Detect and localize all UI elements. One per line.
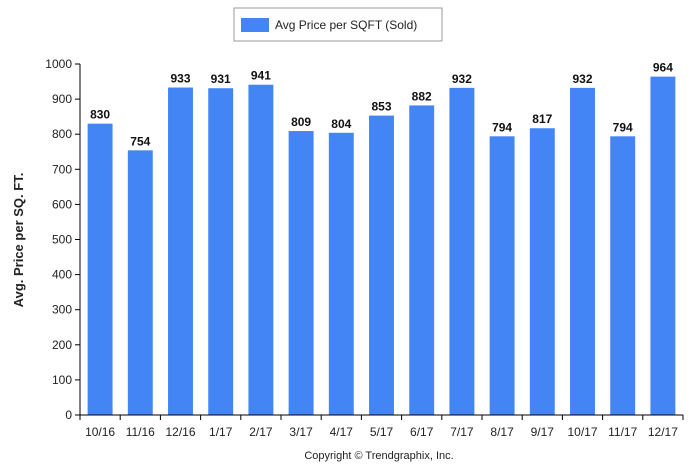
bar (449, 87, 475, 416)
x-tick-label: 10/17 (567, 425, 597, 439)
data-label: 964 (653, 61, 673, 75)
data-label: 931 (211, 72, 231, 86)
y-tick-label: 1000 (45, 57, 72, 71)
y-axis: 0 100 200 300 400 500 600 700 800 900 1000 (45, 57, 80, 422)
x-tick-label: 3/17 (289, 425, 313, 439)
x-tick-label: 6/17 (410, 425, 434, 439)
x-tick-label: 4/17 (330, 425, 354, 439)
bar (87, 123, 113, 416)
y-tick-label: 800 (52, 127, 72, 141)
bar (369, 115, 394, 416)
x-tick-label: 12/17 (648, 425, 678, 439)
x-axis: 10/16 11/16 12/16 1/17 2/17 3/17 4/17 5/17 6/17 7… (79, 415, 684, 439)
x-tick-label: 12/16 (165, 425, 195, 439)
y-tick-label: 500 (52, 233, 72, 247)
data-label: 932 (572, 72, 592, 86)
data-label: 794 (613, 120, 633, 134)
bar (127, 150, 153, 415)
y-axis-title: Avg. Price per SQ. FT. (11, 173, 26, 308)
x-tick-label: 11/16 (126, 425, 155, 439)
bar (208, 88, 234, 416)
y-tick-label: 700 (52, 162, 72, 176)
x-tick-label: 11/17 (608, 425, 637, 439)
data-label: 882 (412, 89, 432, 103)
data-label: 754 (130, 134, 150, 148)
data-label: 941 (251, 69, 271, 83)
y-tick-label: 0 (65, 408, 72, 422)
x-tick-label: 8/17 (490, 425, 514, 439)
x-tick-label: 10/16 (85, 425, 115, 439)
data-label: 830 (90, 108, 110, 122)
y-tick-label: 100 (52, 373, 72, 387)
legend-swatch (241, 18, 269, 32)
bar (570, 87, 595, 416)
data-labels: 830 754 933 931 941 809 804 853 882 932 794 817 932 7… (90, 61, 673, 149)
legend-label: Avg Price per SQFT (Sold) (275, 18, 417, 32)
y-tick-label: 300 (52, 303, 72, 317)
data-label: 817 (532, 112, 552, 126)
y-tick-label: 600 (52, 197, 72, 211)
data-label: 804 (331, 117, 351, 131)
data-label: 932 (452, 72, 472, 86)
bar (168, 87, 193, 415)
y-tick-label: 400 (52, 268, 72, 282)
bar (489, 136, 515, 415)
bar-series (87, 76, 676, 416)
data-label: 933 (170, 72, 190, 86)
x-tick-label: 9/17 (531, 425, 555, 439)
chart-legend: Avg Price per SQFT (Sold) (233, 7, 443, 42)
bar (288, 131, 314, 415)
x-tick-label: 2/17 (249, 425, 273, 439)
copyright-footer: Copyright © Trendgraphix, Inc. (304, 450, 453, 462)
bar (650, 76, 676, 416)
x-tick-label: 7/17 (450, 425, 474, 439)
data-label: 809 (291, 115, 311, 129)
bar (610, 136, 636, 415)
y-tick-label: 200 (52, 338, 72, 352)
x-tick-label: 5/17 (370, 425, 394, 439)
data-label: 794 (492, 120, 512, 134)
bar (409, 105, 435, 415)
x-tick-label: 1/17 (209, 425, 233, 439)
bar (529, 128, 555, 415)
data-label: 853 (371, 100, 391, 114)
bar (248, 84, 274, 416)
y-tick-label: 900 (52, 92, 72, 106)
bar (328, 132, 354, 415)
